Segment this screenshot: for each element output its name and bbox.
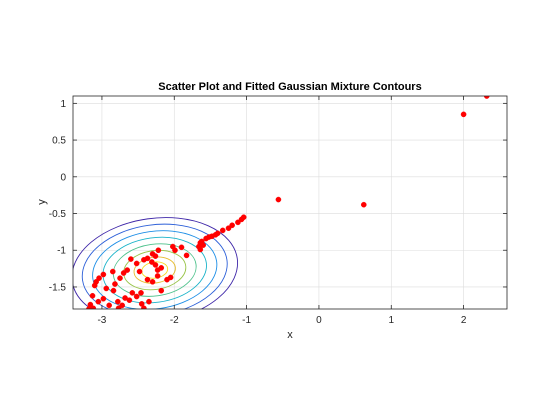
y-tick-label: 1 <box>60 99 66 110</box>
scatter-point <box>110 287 117 294</box>
scatter-point <box>133 293 140 300</box>
scatter-point <box>96 275 102 281</box>
scatter-point <box>149 279 156 285</box>
scatter-point <box>141 305 147 309</box>
scatter-point <box>141 256 147 263</box>
scatter-point <box>229 222 235 229</box>
scatter-point <box>275 196 282 203</box>
scatter-point <box>103 285 110 292</box>
contour-line <box>81 223 228 309</box>
x-tick-label: 1 <box>388 315 394 326</box>
scatter-point <box>128 256 134 262</box>
scatter-point <box>126 297 133 303</box>
y-axis-label: y <box>36 199 48 205</box>
scatter-point <box>219 227 226 234</box>
scatter-point <box>178 244 185 251</box>
scatter-point <box>152 262 159 268</box>
scatter-point <box>95 298 102 305</box>
x-tick-label: -2 <box>170 315 179 326</box>
scatter-point <box>117 275 123 281</box>
scatter-point <box>164 276 170 283</box>
scatter-point <box>360 201 367 208</box>
scatter-point <box>122 295 128 301</box>
scatter-point <box>100 271 107 278</box>
scatter-points <box>86 96 490 309</box>
scatter-point <box>138 290 144 296</box>
contour-line <box>92 230 218 309</box>
scatter-point <box>183 252 190 259</box>
x-axis-label: x <box>287 329 293 341</box>
scatter-point <box>124 267 131 273</box>
y-tick-label: -1 <box>57 246 66 257</box>
scatter-point <box>155 247 162 254</box>
scatter-point <box>136 268 143 275</box>
scatter-point <box>154 273 161 279</box>
scatter-point <box>119 302 125 309</box>
ticks: -3 -2 -1 0 1 2 1 0.5 0 -0.5 -1 -1.5 <box>49 96 507 326</box>
contour-line <box>73 217 239 309</box>
scatter-point <box>158 287 165 294</box>
contour-line <box>112 243 197 297</box>
scatter-point <box>109 268 116 275</box>
y-tick-label: -1.5 <box>49 282 67 293</box>
x-tick-label: 0 <box>316 315 322 326</box>
plot-background <box>73 96 507 309</box>
scatter-point <box>129 290 136 296</box>
gaussian-contours <box>73 217 239 309</box>
scatter-point <box>154 267 161 273</box>
scatter-point <box>152 253 159 259</box>
scatter-point <box>146 298 152 305</box>
scatter-point <box>197 246 204 253</box>
y-tick-label: -0.5 <box>49 209 67 220</box>
x-tick-label: -1 <box>242 315 251 326</box>
scatter-point <box>460 111 467 118</box>
scatter-point <box>115 305 122 309</box>
scatter-point <box>225 225 232 232</box>
scatter-point <box>89 292 96 299</box>
x-tick-label: -3 <box>97 315 106 326</box>
scatter-point <box>149 259 155 265</box>
axes-box <box>72 95 508 310</box>
scatter-point <box>106 302 112 309</box>
scatter-point <box>203 235 209 242</box>
scatter-point <box>115 298 121 305</box>
scatter-point <box>133 260 140 267</box>
scatter-point <box>172 247 178 254</box>
scatter-point <box>100 295 107 302</box>
scatter-point <box>120 270 127 276</box>
scatter-point <box>144 276 151 283</box>
scatter-point <box>235 219 241 226</box>
x-tick-label: 2 <box>461 315 467 326</box>
scatter-point <box>138 301 145 307</box>
scatter-point <box>238 216 245 223</box>
scatter-point <box>91 282 98 289</box>
contour-line <box>102 236 207 304</box>
chart-title: Scatter Plot and Fitted Gaussian Mixture… <box>158 81 421 93</box>
grid <box>73 96 507 309</box>
scatter-point <box>112 281 118 287</box>
y-tick-label: 0 <box>60 172 66 183</box>
y-tick-label: 0.5 <box>52 136 66 147</box>
